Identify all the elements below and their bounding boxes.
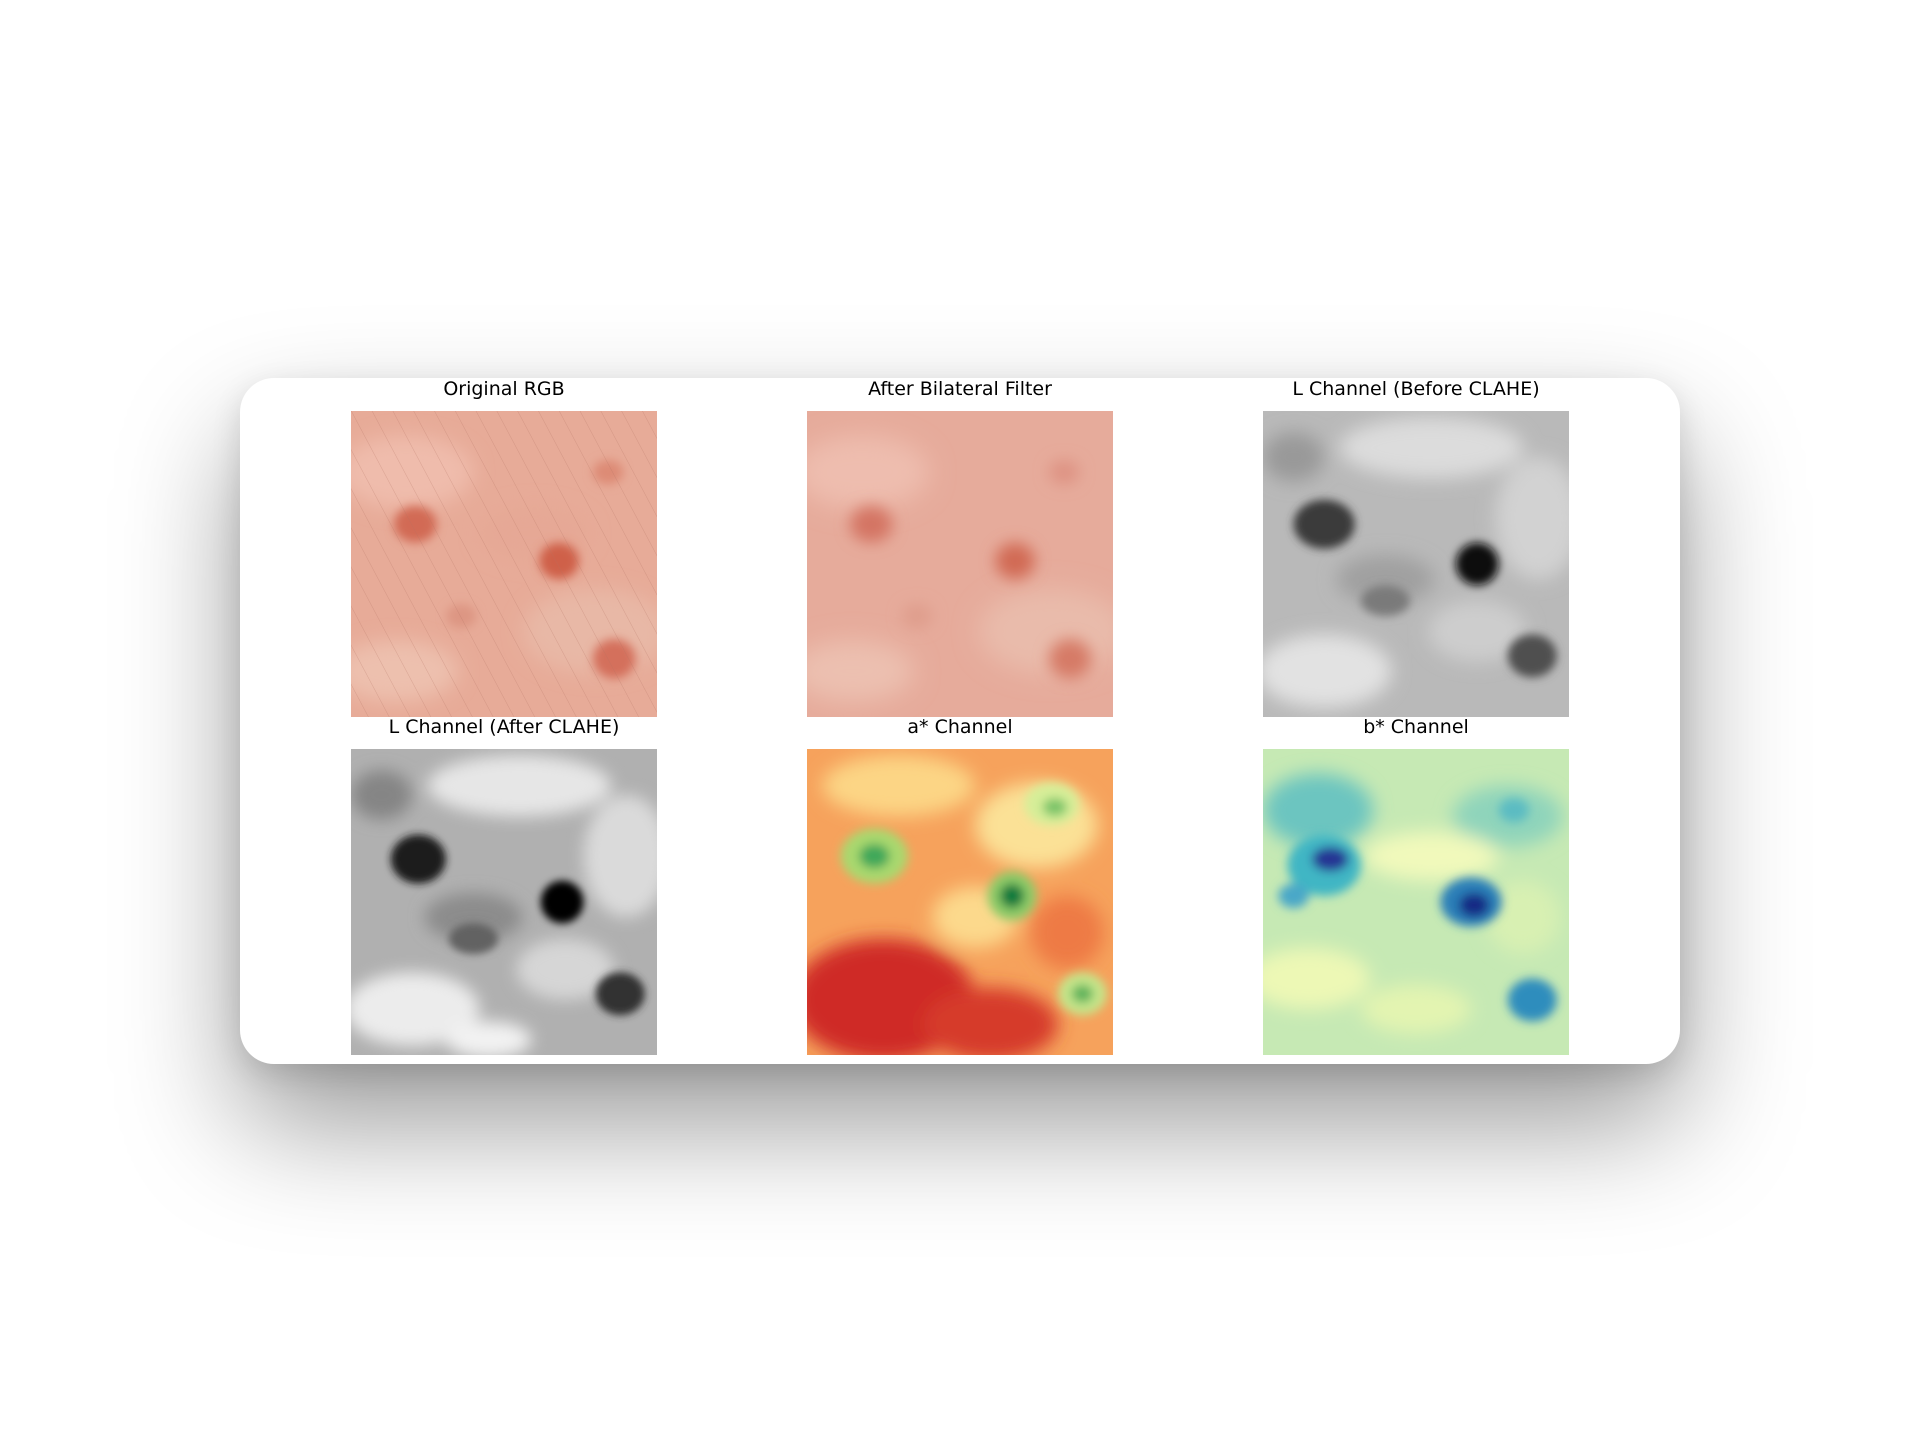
- panel-title: L Channel (Before CLAHE): [1292, 378, 1540, 400]
- bilateral-filter-image: [807, 411, 1113, 717]
- l-channel-before-image: [1263, 411, 1569, 717]
- panel-title: Original RGB: [443, 378, 565, 400]
- panel-title: a* Channel: [907, 716, 1013, 738]
- panel-title: L Channel (After CLAHE): [388, 716, 620, 738]
- figure-card: Original RGB: [240, 378, 1680, 1064]
- panel-title: b* Channel: [1363, 716, 1469, 738]
- l-channel-after-image: [351, 749, 657, 1055]
- b-channel-image: [1263, 749, 1569, 1055]
- a-channel-image: [807, 749, 1113, 1055]
- panel-title: After Bilateral Filter: [868, 378, 1052, 400]
- original-rgb-image: [351, 411, 657, 717]
